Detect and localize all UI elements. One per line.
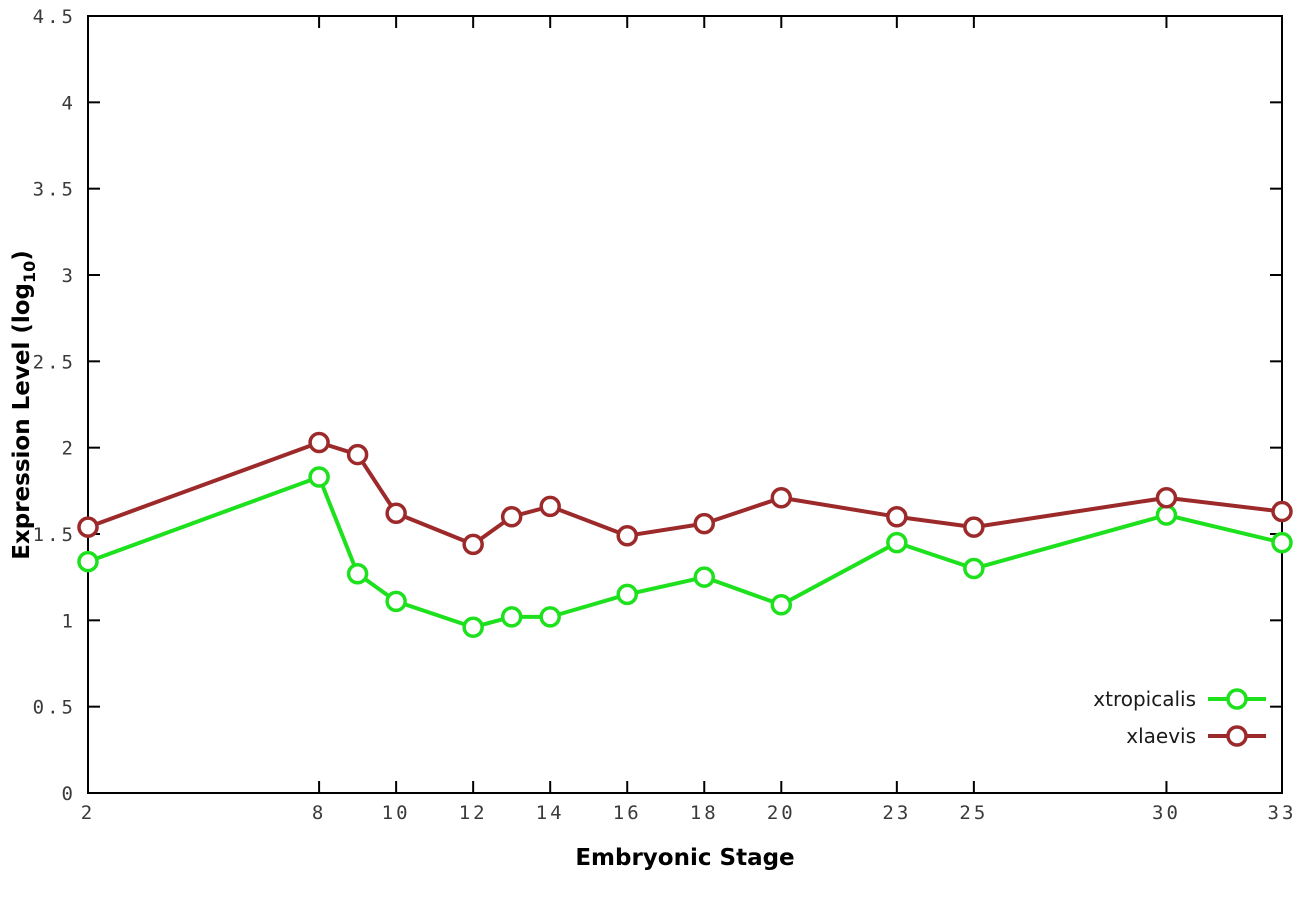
x-tick-label: 14 bbox=[536, 802, 565, 824]
y-tick-label: 1.5 bbox=[33, 524, 76, 546]
data-point-xlaevis bbox=[616, 524, 638, 547]
x-tick-label: 30 bbox=[1152, 802, 1181, 824]
x-tick-label: 8 bbox=[312, 802, 326, 824]
y-tick-label: 2 bbox=[62, 438, 76, 460]
data-point-xlaevis bbox=[500, 505, 523, 528]
y-axis-label-subscript: 10 bbox=[19, 260, 39, 283]
data-point-xtropicalis bbox=[500, 606, 523, 628]
y-axis-label-prefix: Expression Level (log bbox=[9, 282, 36, 560]
data-point-xlaevis bbox=[693, 512, 716, 535]
data-point-xtropicalis bbox=[963, 557, 985, 580]
data-point-xlaevis bbox=[346, 443, 369, 466]
x-axis-label: Embryonic Stage bbox=[575, 845, 795, 871]
data-point-xlaevis bbox=[385, 502, 407, 525]
x-tick-label: 33 bbox=[1268, 802, 1296, 824]
y-tick-label: 3.5 bbox=[33, 179, 76, 201]
data-point-xlaevis bbox=[1155, 486, 1178, 509]
data-point-xtropicalis bbox=[1155, 504, 1178, 526]
data-point-xlaevis bbox=[963, 516, 985, 538]
plot-border bbox=[87, 15, 1283, 794]
legend-marker-xtropicalis bbox=[1226, 688, 1248, 710]
legend-label-xtropicalis: xtropicalis bbox=[1093, 687, 1196, 711]
data-point-xlaevis bbox=[77, 516, 99, 538]
data-point-xtropicalis bbox=[385, 590, 407, 613]
data-point-xtropicalis bbox=[308, 466, 330, 488]
x-tick-label: 20 bbox=[767, 802, 796, 824]
data-point-xtropicalis bbox=[346, 562, 369, 585]
legend-label-xlaevis: xlaevis bbox=[1126, 724, 1196, 748]
x-tick-label: 18 bbox=[690, 802, 719, 824]
y-tick-label: 0 bbox=[62, 783, 76, 805]
y-tick-label: 2.5 bbox=[33, 351, 76, 373]
series-line-xlaevis bbox=[86, 440, 1284, 547]
data-point-xtropicalis bbox=[1271, 531, 1293, 554]
y-tick-label: 4.5 bbox=[33, 6, 76, 28]
data-point-xtropicalis bbox=[462, 616, 484, 638]
x-tick-label: 12 bbox=[459, 802, 488, 824]
data-point-xtropicalis bbox=[539, 606, 561, 628]
data-point-xlaevis bbox=[1271, 500, 1293, 523]
x-tick-label: 10 bbox=[382, 802, 411, 824]
data-point-xlaevis bbox=[462, 533, 484, 556]
data-point-xlaevis bbox=[886, 505, 908, 528]
data-point-xlaevis bbox=[308, 431, 330, 454]
data-point-xlaevis bbox=[770, 486, 793, 509]
x-tick-label: 25 bbox=[959, 802, 988, 824]
y-tick-label: 3 bbox=[62, 265, 76, 287]
y-tick-label: 1 bbox=[62, 610, 76, 632]
x-tick-label: 2 bbox=[81, 802, 95, 824]
legend-marker-xlaevis bbox=[1226, 725, 1248, 747]
data-point-xlaevis bbox=[539, 495, 561, 518]
y-tick-label: 0.5 bbox=[33, 697, 76, 719]
y-tick-label: 4 bbox=[62, 92, 76, 114]
x-tick-label: 23 bbox=[882, 802, 911, 824]
data-point-xtropicalis bbox=[616, 583, 638, 606]
data-point-xtropicalis bbox=[693, 566, 716, 588]
data-point-xtropicalis bbox=[770, 594, 793, 616]
data-point-xtropicalis bbox=[886, 531, 908, 554]
y-axis-label: Expression Level (log10) bbox=[9, 250, 39, 560]
data-point-xtropicalis bbox=[77, 550, 99, 573]
y-axis-label-suffix: ) bbox=[9, 250, 36, 261]
x-tick-label: 16 bbox=[613, 802, 642, 824]
